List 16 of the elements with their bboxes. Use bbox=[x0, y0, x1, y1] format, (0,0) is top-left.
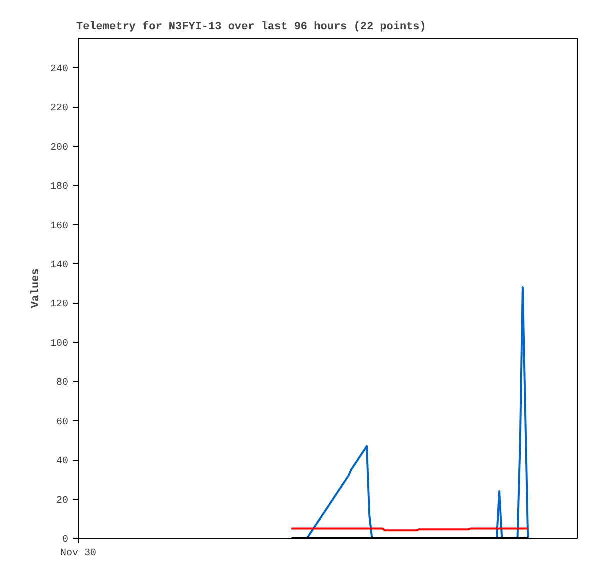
y-tick-label: 0 bbox=[62, 535, 69, 546]
x-tick-label: Nov 30 bbox=[60, 548, 97, 560]
y-tick-label: 60 bbox=[56, 417, 69, 428]
y-tick-label: 220 bbox=[50, 104, 69, 115]
y-tick-label: 180 bbox=[50, 182, 69, 194]
y-tick-label: 160 bbox=[50, 221, 69, 232]
y-axis-title: Values bbox=[30, 268, 42, 308]
y-tick-label: 120 bbox=[50, 300, 69, 311]
chart-title: Telemetry for N3FYI-13 over last 96 hours (22 points) bbox=[76, 20, 426, 34]
y-tick-label: 40 bbox=[56, 456, 69, 468]
y-tick-label: 240 bbox=[50, 64, 69, 76]
y-tick-label: 140 bbox=[50, 260, 69, 272]
y-tick-label: 20 bbox=[56, 496, 69, 507]
y-tick-label: 100 bbox=[50, 338, 69, 350]
y-tick-label: 80 bbox=[56, 378, 69, 390]
y-tick-label: 200 bbox=[50, 142, 69, 154]
